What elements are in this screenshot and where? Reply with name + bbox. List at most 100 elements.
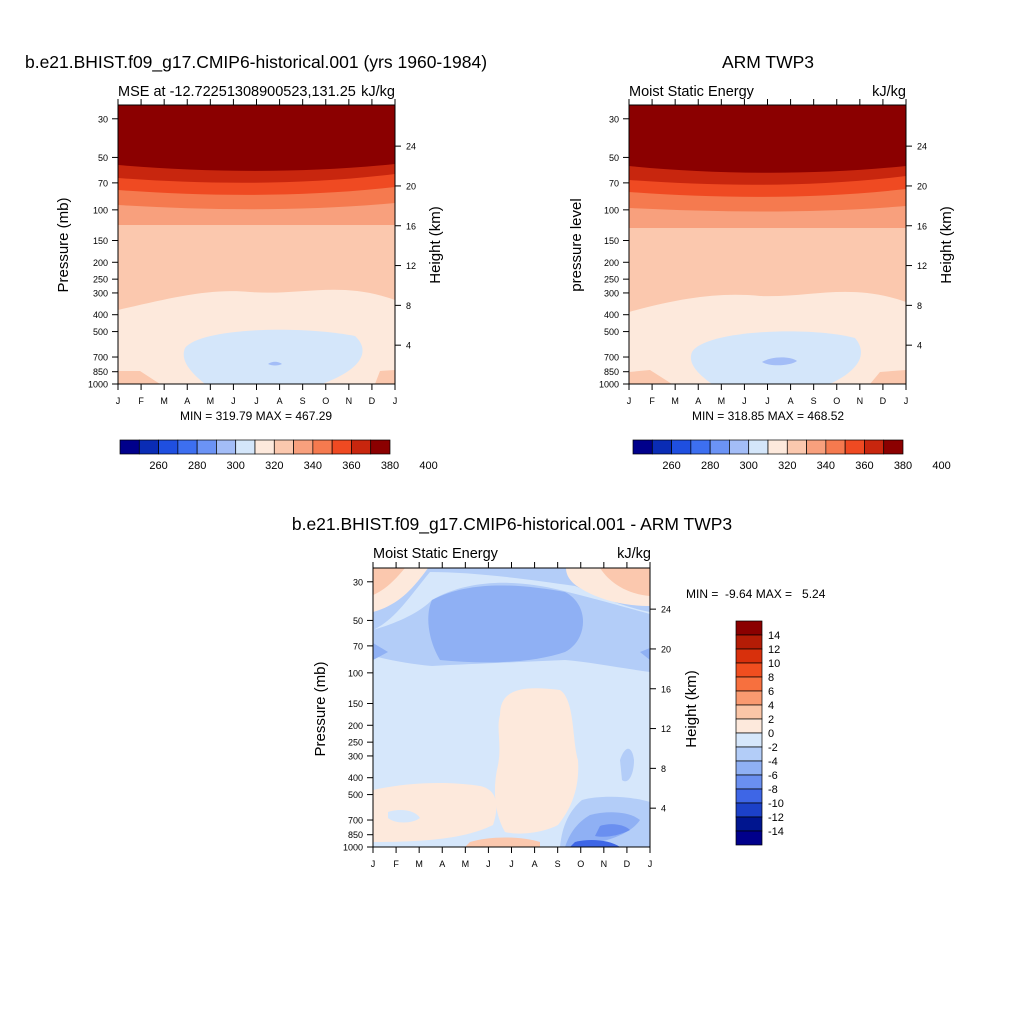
panel3-month-label: N (601, 859, 608, 869)
panel1-left-label: MSE at -12.72251308900523,131.25 (118, 84, 356, 100)
panel3-pressure-tick-label: 300 (348, 751, 363, 761)
panel1-pressure-tick-label: 50 (98, 153, 108, 163)
panel3-pressure-tick-label: 700 (348, 816, 363, 826)
panel2-colorbar-box (767, 439, 788, 455)
panel3-month-label: A (439, 859, 445, 869)
panel1-y-axis-title: Pressure (mb) (55, 197, 72, 292)
panel1-right-axis-title: Height (km) (427, 206, 444, 284)
panel2-pressure-tick-label: 700 (604, 353, 619, 363)
panel3-colorbar-label: -4 (768, 756, 778, 768)
panel2-height-tick-label: 16 (917, 221, 927, 231)
panel3-colorbar-label: 10 (768, 658, 780, 670)
panel3-month-label: O (577, 859, 584, 869)
panel1-height-tick-label: 4 (406, 341, 411, 351)
panel2-colorbar-label: 280 (701, 460, 719, 472)
panel1-colorbar-label: 380 (381, 460, 399, 472)
panel3-colorbar-label: -14 (768, 826, 784, 838)
panel1-height-tick-label: 20 (406, 181, 416, 191)
panel1-pressure-tick-label: 200 (93, 258, 108, 268)
panel1-month-label: S (300, 396, 306, 406)
panel2-pressure-tick-label: 70 (609, 178, 619, 188)
panel2-pressure-tick-label: 50 (609, 153, 619, 163)
panel3-colorbar-box (735, 704, 763, 720)
panel2-colorbar-box (651, 439, 672, 455)
panel3-colorbar-label: 0 (768, 728, 774, 740)
panel2-left-label: Moist Static Energy (629, 84, 755, 100)
panel1-pressure-tick-label: 300 (93, 288, 108, 298)
panel3-pressure-tick-label: 200 (348, 721, 363, 731)
panel2-month-label: J (742, 396, 747, 406)
panel1-colorbar-box (196, 439, 217, 455)
panel1-month-label: D (369, 396, 376, 406)
panel3-colorbar-box (735, 620, 763, 636)
panel2-month-label: N (857, 396, 864, 406)
panel3-colorbar-box (735, 788, 763, 804)
panel1-colorbar-box (331, 439, 352, 455)
panel1-month-label: F (138, 396, 144, 406)
panel3-colorbar-label: -10 (768, 798, 784, 810)
panel3-left-label: Moist Static Energy (373, 546, 499, 562)
panel1-height-tick-label: 12 (406, 261, 416, 271)
panel3-month-label: J (371, 859, 376, 869)
panel2-colorbar-label: 380 (894, 460, 912, 472)
panel1-month-label: J (116, 396, 121, 406)
panel1-contour-field (118, 105, 395, 384)
panel3-height-tick-label: 20 (661, 644, 671, 654)
panel1-pressure-tick-label: 100 (93, 205, 108, 215)
panel1-colorbar-box (235, 439, 256, 455)
panel2-month-label: S (811, 396, 817, 406)
panel2-height-tick-label: 12 (917, 261, 927, 271)
panel2-colorbar-label: 260 (662, 460, 680, 472)
panel3-month-label: S (555, 859, 561, 869)
panel3-pressure-tick-label: 500 (348, 790, 363, 800)
panel1-height-tick-label: 8 (406, 301, 411, 311)
panel3-pressure-tick-label: 150 (348, 699, 363, 709)
panel2-pressure-tick-label: 200 (604, 258, 619, 268)
panel1-colorbar-box (158, 439, 179, 455)
panel3-colorbar-box (735, 816, 763, 832)
panel3-colorbar-label: -6 (768, 770, 778, 782)
panel3-colorbar-label: -12 (768, 812, 784, 824)
panel2-pressure-tick-label: 300 (604, 288, 619, 298)
panel3-colorbar-box (735, 760, 763, 776)
panel1-colorbar-label: 280 (188, 460, 206, 472)
panel3-colorbar-label: 4 (768, 700, 774, 712)
panel1-colorbar-box (370, 439, 391, 455)
panel3-contour-field (373, 568, 650, 847)
panel1-pressure-tick-label: 30 (98, 114, 108, 124)
panel3-colorbar-box (735, 648, 763, 664)
panel2-height-tick-label: 24 (917, 142, 927, 152)
panel1-axes: 30 50 70 100 150 200 250 300 400 500 700 850 1000 24 2… (88, 99, 416, 406)
panel3-month-label: D (624, 859, 631, 869)
panel2-unit-label: kJ/kg (872, 84, 906, 100)
panel1-month-label: A (277, 396, 283, 406)
panel2-month-label: M (718, 396, 726, 406)
panel3-month-label: J (648, 859, 653, 869)
panel3-height-tick-label: 4 (661, 804, 666, 814)
panel-difference-mse: b.e21.BHIST.f09_g17.CMIP6-historical.001… (292, 514, 826, 869)
panel1-unit-label: kJ/kg (361, 84, 395, 100)
panel3-colorbar-label: 14 (768, 630, 780, 642)
panel3-colorbar-label: -2 (768, 742, 778, 754)
panel3-month-label: F (393, 859, 399, 869)
panel1-pressure-tick-label: 70 (98, 178, 108, 188)
panel2-colorbar-box (671, 439, 692, 455)
panel1-month-label: M (207, 396, 215, 406)
panel3-pressure-tick-label: 100 (348, 668, 363, 678)
panel1-pressure-tick-label: 250 (93, 275, 108, 285)
panel3-pressure-tick-label: 1000 (343, 843, 363, 853)
panel2-pressure-tick-label: 250 (604, 275, 619, 285)
panel1-colorbar-box (312, 439, 333, 455)
panel2-pressure-tick-label: 850 (604, 367, 619, 377)
panel3-title: b.e21.BHIST.f09_g17.CMIP6-historical.001… (292, 514, 732, 535)
panel2-colorbar-box (709, 439, 730, 455)
panel1-month-label: O (322, 396, 329, 406)
panel1-month-label: J (231, 396, 236, 406)
panel2-month-label: J (904, 396, 909, 406)
panel3-height-tick-label: 24 (661, 605, 671, 615)
panel1-height-tick-label: 24 (406, 142, 416, 152)
panel-arm-mse: ARM TWP3 Moist Static Energy kJ/kg 30 50 7… (568, 52, 955, 472)
panel2-month-label: O (833, 396, 840, 406)
panel3-colorbar-box (735, 802, 763, 818)
panel1-pressure-tick-label: 850 (93, 367, 108, 377)
